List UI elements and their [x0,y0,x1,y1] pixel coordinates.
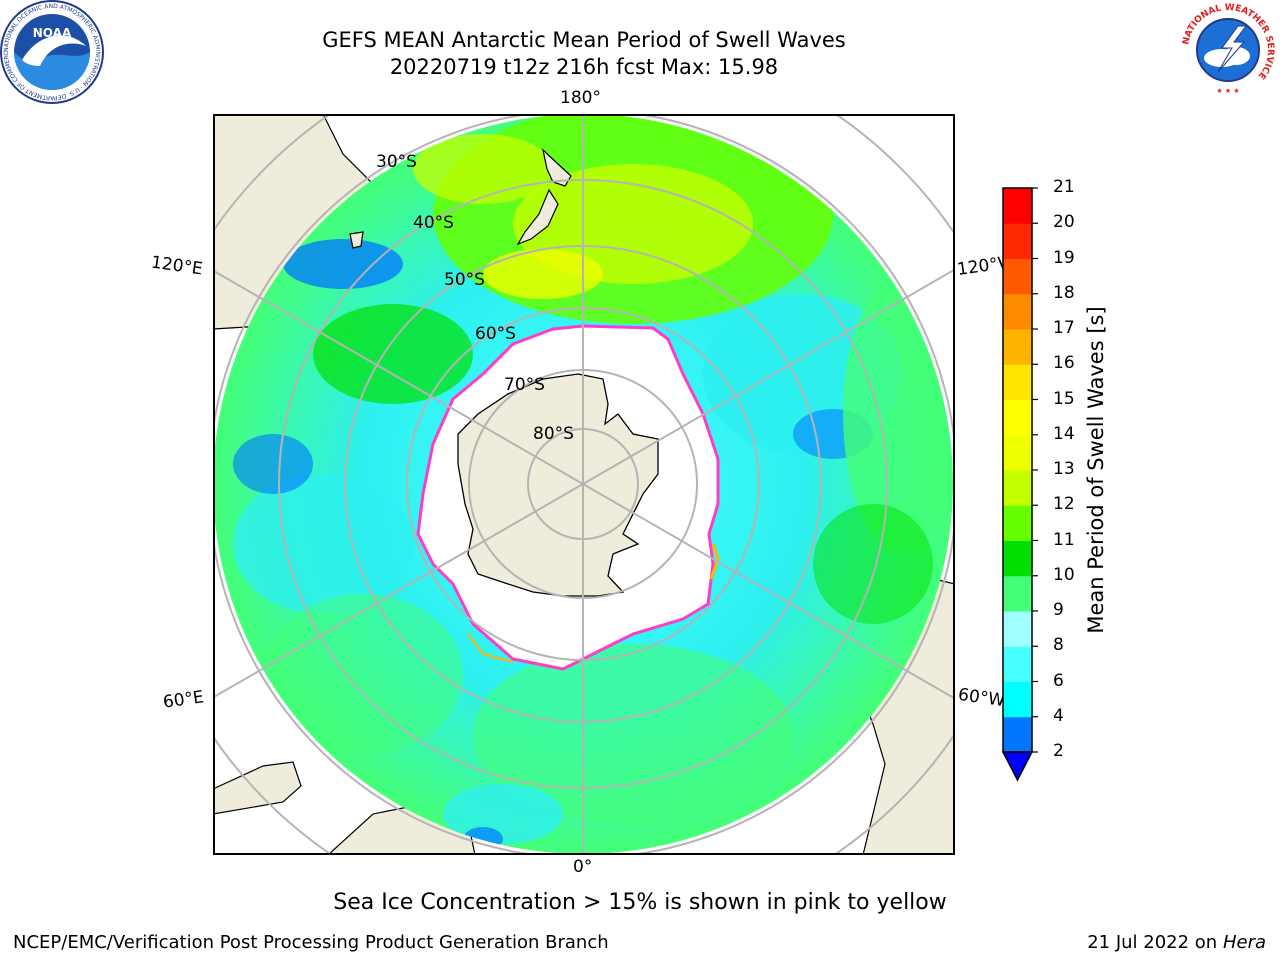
colorbar-tick-label: 17 [1053,318,1075,338]
colorbar-tick-label: 8 [1053,635,1064,656]
colorbar-tick-label: 21 [1053,177,1075,197]
colorbar-swatch [1003,258,1032,295]
graticule [213,114,955,855]
madagascar-landmass [213,761,302,815]
colorbar-tick-label: 6 [1053,670,1064,691]
sea-ice-caption: Sea Ice Concentration > 15% is shown in … [333,890,947,915]
lon-label-180: 180° [560,88,601,108]
colorbar-tick-label: 15 [1053,388,1075,409]
nws-logo: NATIONAL WEATHER SERVICE ★ ★ ★ [1179,1,1277,99]
colorbar-swatch [1003,434,1032,471]
colorbar [1001,187,1038,782]
colorbar-swatch [1003,611,1032,647]
colorbar-tick-label: 4 [1053,705,1064,726]
map-title: GEFS MEAN Antarctic Mean Period of Swell… [322,28,846,52]
map-border [213,114,955,855]
colorbar-tick-label: 11 [1053,529,1075,550]
footer-credit: NCEP/EMC/Verification Post Processing Pr… [13,932,609,953]
colorbar-outline [1002,187,1033,753]
svg-text:★ ★ ★: ★ ★ ★ [1216,87,1239,95]
colorbar-tick-label: 20 [1053,212,1075,233]
swell-period-field [233,114,953,851]
antarctica-landmass [457,373,659,597]
colorbar-swatch [1003,540,1032,577]
lon-label-60e: 60°E [161,687,206,713]
footer-date-text: 21 Jul 2022 on [1087,932,1223,953]
map-subtitle: 20220719 t12z 216h fcst Max: 15.98 [389,55,779,79]
colorbar-tick-label: 10 [1053,564,1075,585]
noaa-logo-text: NOAA [33,26,72,40]
noaa-logo: NATIONAL OCEANIC AND ATMOSPHERIC ADMINIS… [0,0,104,104]
colorbar-swatch [1003,293,1032,330]
new-zealand-landmass [516,148,572,246]
colorbar-tick-label: 18 [1053,282,1075,303]
colorbar-swatch [1003,681,1032,718]
colorbar-tick-label: 2 [1053,741,1064,761]
lon-label-0: 0° [573,857,593,877]
colorbar-tick-label: 14 [1053,423,1075,444]
colorbar-swatch [1003,575,1032,612]
colorbar-swatch [1003,223,1032,259]
polar-map [213,114,955,855]
footer-date: 21 Jul 2022 on Hera [1087,932,1266,953]
colorbar-tick-label: 19 [1053,247,1075,268]
colorbar-label: Mean Period of Swell Waves [s] [1084,306,1108,634]
tasmania-landmass [349,231,364,249]
lat-label-60s: 60°S [475,324,516,344]
colorbar-swatch [1003,399,1032,436]
colorbar-tick-label: 16 [1053,353,1075,374]
colorbar-swatch [1003,470,1032,506]
lat-label-80s: 80°S [533,424,574,444]
colorbar-swatch [1003,329,1032,365]
lat-label-30s: 30°S [376,152,417,172]
colorbar-tick-label: 13 [1053,459,1075,479]
footer-host: Hera [1222,932,1266,953]
lat-label-50s: 50°S [444,270,485,290]
colorbar-tick-label: 9 [1053,600,1064,620]
colorbar-swatch [1003,716,1032,753]
colorbar-tick-label: 12 [1053,494,1075,515]
colorbar-swatch [1003,364,1032,400]
colorbar-swatch [1003,505,1032,541]
lat-label-70s: 70°S [504,375,545,395]
colorbar-extend-arrow [1001,751,1034,782]
colorbar-swatch [1003,646,1032,682]
lon-label-120e: 120°E [149,252,204,280]
lat-label-40s: 40°S [413,213,454,233]
colorbar-swatch [1003,188,1032,224]
